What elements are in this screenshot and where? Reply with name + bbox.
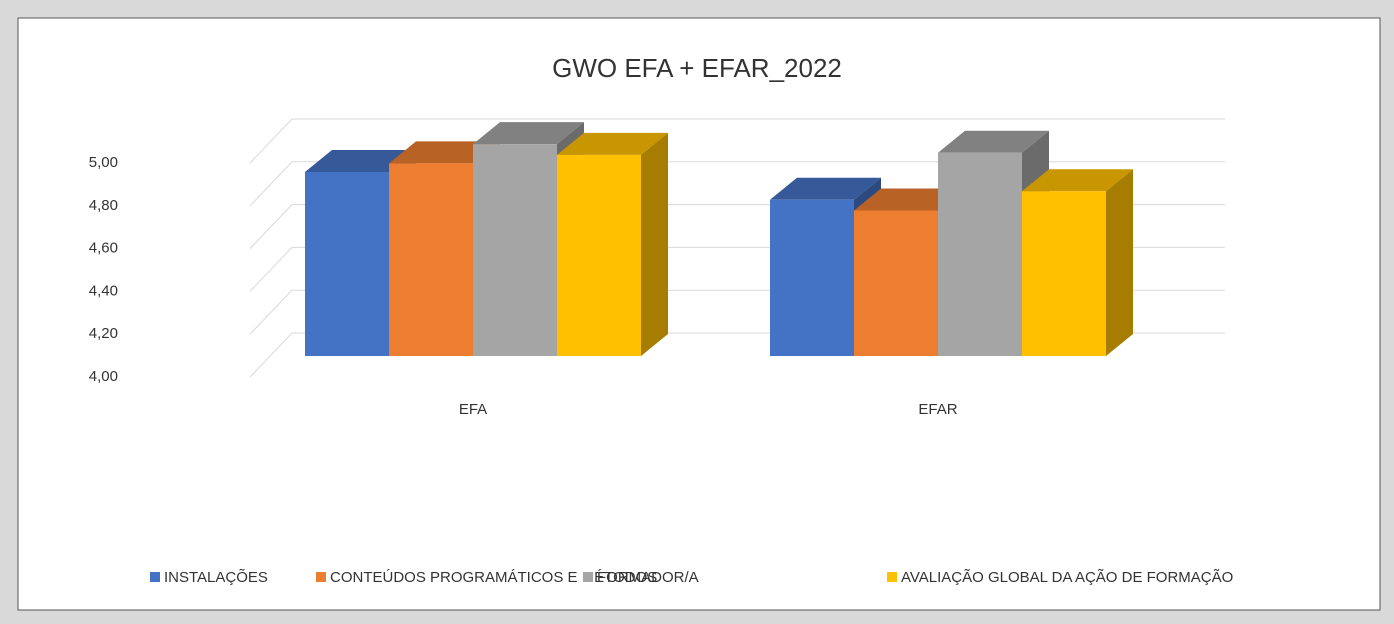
grid-line [249,118,1225,164]
bar [1022,191,1106,356]
y-tick-label: 4,80 [89,197,118,214]
y-tick-label: 4,60 [89,240,118,257]
legend-swatch [887,572,897,582]
bar [557,154,641,356]
bar-top [473,122,584,145]
bar-top [1022,169,1133,192]
bar-top [938,130,1049,153]
legend-swatch [150,572,160,582]
legend-label: FORMADOR/A [597,569,699,586]
bar-top [389,141,500,164]
bar [305,171,389,356]
bar [389,163,473,356]
y-tick-label: 4,20 [89,325,118,342]
legend-label: AVALIAÇÃO GLOBAL DA AÇÃO DE FORMAÇÃO [901,569,1233,586]
chart-title: GWO EFA + EFAR_2022 [552,53,842,83]
bar-top [305,149,416,172]
x-tick-label: EFA [459,401,487,418]
chart-area [17,17,1381,611]
legend-label: INSTALAÇÕES [164,569,268,586]
bar [473,144,557,356]
bar-side [641,132,668,356]
bar-top [854,188,965,211]
bar [854,210,938,356]
bar-top [770,177,881,200]
y-tick-label: 5,00 [89,154,118,171]
bar [770,199,854,356]
legend-swatch [316,572,326,582]
y-tick-label: 4,40 [89,282,118,299]
bar [938,152,1022,356]
bar-top [557,132,668,155]
legend-swatch [583,572,593,582]
x-tick-label: EFAR [918,401,957,418]
bar-side [1106,169,1133,356]
grid-line [249,161,1225,207]
y-tick-label: 4,00 [89,368,118,385]
legend-label: CONTEÚDOS PROGRAMÁTICOS E MÉTODOS [330,569,657,586]
